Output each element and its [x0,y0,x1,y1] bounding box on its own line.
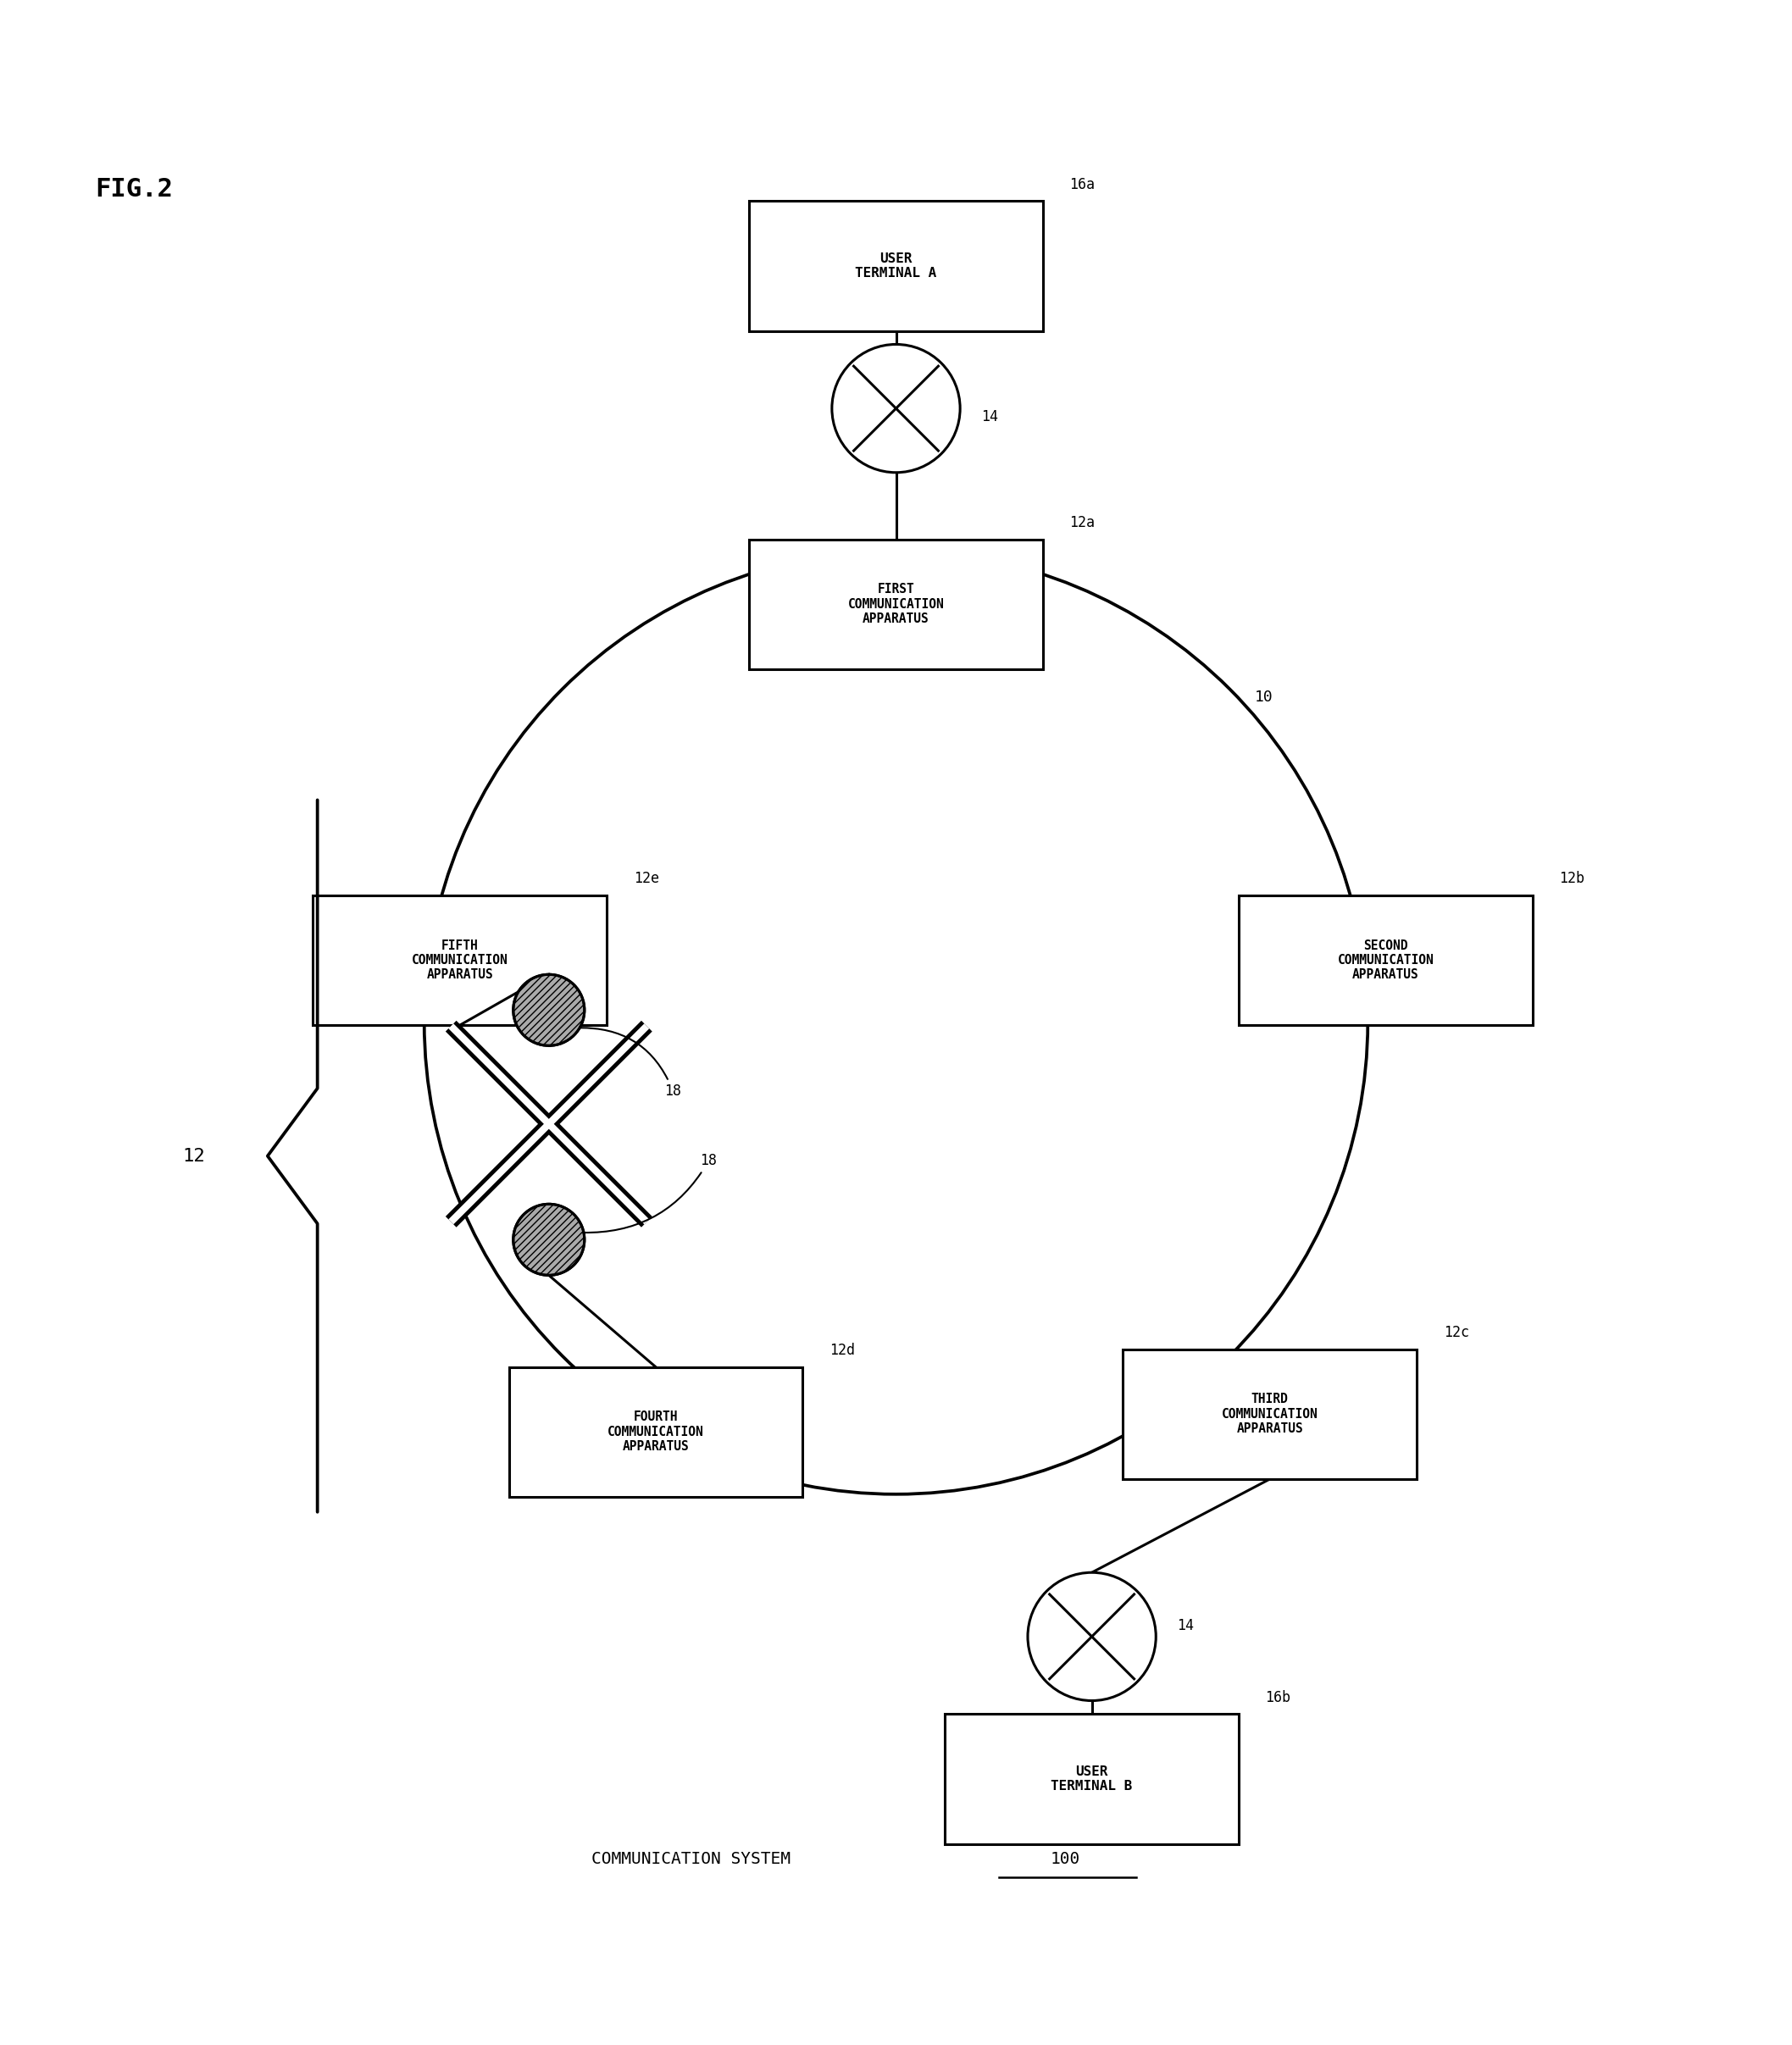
FancyBboxPatch shape [749,200,1043,331]
Text: FIG.2: FIG.2 [95,178,172,202]
FancyBboxPatch shape [509,1366,803,1497]
FancyBboxPatch shape [314,896,607,1025]
Text: 12a: 12a [1070,515,1095,530]
FancyBboxPatch shape [944,1714,1238,1845]
Text: 12c: 12c [1443,1325,1469,1339]
FancyBboxPatch shape [1238,896,1532,1025]
Text: 16a: 16a [1070,178,1095,192]
Text: 100: 100 [1050,1851,1081,1867]
Text: 14: 14 [1177,1618,1193,1634]
Circle shape [1029,1573,1156,1701]
Circle shape [513,1205,584,1276]
Text: USER
TERMINAL B: USER TERMINAL B [1052,1765,1133,1793]
Text: 12b: 12b [1559,871,1584,885]
Circle shape [513,973,584,1045]
FancyBboxPatch shape [1124,1350,1417,1479]
Text: FIRST
COMMUNICATION
APPARATUS: FIRST COMMUNICATION APPARATUS [848,583,944,626]
Text: FOURTH
COMMUNICATION
APPARATUS: FOURTH COMMUNICATION APPARATUS [607,1411,704,1454]
Text: 12d: 12d [830,1344,855,1358]
Text: USER
TERMINAL A: USER TERMINAL A [855,252,937,280]
Circle shape [831,344,961,472]
Text: 16b: 16b [1265,1689,1290,1706]
Text: 14: 14 [982,409,998,425]
Text: SECOND
COMMUNICATION
APPARATUS: SECOND COMMUNICATION APPARATUS [1337,939,1434,982]
Text: COMMUNICATION SYSTEM: COMMUNICATION SYSTEM [591,1851,790,1867]
Text: THIRD
COMMUNICATION
APPARATUS: THIRD COMMUNICATION APPARATUS [1222,1393,1319,1436]
Text: 18: 18 [579,1029,681,1098]
Text: 12: 12 [183,1147,206,1164]
Text: 10: 10 [1254,689,1272,706]
Text: 12e: 12e [633,871,659,885]
Text: FIFTH
COMMUNICATION
APPARATUS: FIFTH COMMUNICATION APPARATUS [412,939,509,982]
Text: 18: 18 [582,1153,717,1233]
FancyBboxPatch shape [749,540,1043,669]
